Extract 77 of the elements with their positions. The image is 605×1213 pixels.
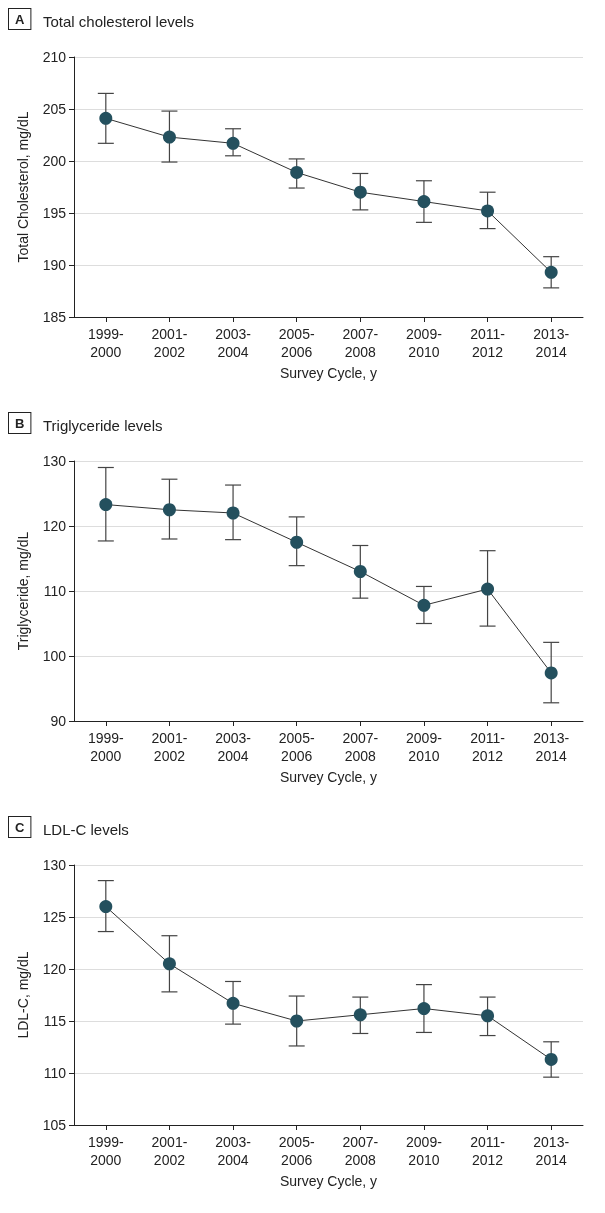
y-tick-label: 205 [42, 101, 67, 117]
x-tick-label: 2011-2012 [470, 326, 506, 360]
x-tick-label: 2013-2014 [533, 730, 570, 764]
point [99, 498, 113, 512]
y-tick-label: 130 [42, 453, 67, 469]
y-axis-title: Triglyceride, mg/dL [15, 531, 31, 651]
y-axis-title: Total Cholesterol, mg/dL [15, 111, 31, 263]
y-axis-title: LDL-C, mg/dL [15, 951, 31, 1039]
x-tick-label: 2003-2004 [215, 730, 252, 764]
chart-title: Triglyceride levels [43, 417, 163, 434]
point [99, 111, 113, 125]
x-tick-label: 1999-2000 [87, 326, 125, 360]
x-tick-label: 2005-2006 [278, 326, 315, 360]
point [544, 1052, 558, 1066]
point [290, 535, 304, 549]
point [481, 582, 495, 596]
point [290, 1014, 304, 1028]
x-tick-label: 2003-2004 [215, 1134, 252, 1168]
point [353, 565, 367, 578]
x-tick-label: 1999-2000 [87, 730, 125, 764]
text: A [15, 12, 25, 27]
point [162, 130, 176, 144]
y-tick-label: 105 [42, 1117, 67, 1133]
point [226, 506, 240, 520]
x-tick-label: 2005-2006 [278, 730, 315, 764]
text: B [15, 416, 25, 431]
x-tick-label: 2003-2004 [215, 326, 252, 360]
x-tick-label: 2007-2008 [342, 730, 379, 764]
point [226, 136, 240, 150]
x-tick-label: 2009-2010 [406, 730, 443, 764]
y-tick-label: 120 [42, 518, 67, 534]
x-tick-label: 2007-2008 [342, 1134, 379, 1168]
x-tick-label: 2005-2006 [278, 1134, 315, 1168]
y-tick-label: 130 [42, 857, 67, 873]
y-tick-label: 115 [43, 1013, 67, 1029]
x-tick-label: 2001-2002 [151, 1134, 188, 1168]
point [481, 1009, 495, 1023]
x-axis-title: Survey Cycle, y [279, 1172, 378, 1189]
y-tick-label: 120 [42, 961, 67, 977]
point [226, 996, 240, 1010]
point [353, 1008, 367, 1022]
x-tick-label: 2001-2002 [151, 326, 188, 360]
point [417, 598, 431, 612]
y-tick-label: 110 [43, 1065, 67, 1081]
point [481, 204, 495, 218]
point [162, 503, 176, 517]
x-tick-label: 2011-2012 [470, 730, 506, 764]
y-tick-label: 195 [42, 205, 67, 221]
x-axis-title: Survey Cycle, y [279, 768, 378, 785]
point [162, 957, 176, 971]
chart-title: LDL-C levels [43, 821, 129, 838]
point [417, 1002, 431, 1016]
y-tick-label: 125 [42, 909, 67, 925]
y-tick-label: 110 [43, 583, 67, 599]
text: C [15, 820, 25, 835]
x-tick-label: 2009-2010 [406, 1134, 443, 1168]
point [353, 185, 367, 199]
x-tick-label: 1999-2000 [87, 1134, 125, 1168]
y-tick-label: 100 [42, 648, 67, 664]
chart-title: Total cholesterol levels [43, 13, 194, 30]
point [544, 265, 558, 279]
y-tick-label: 90 [50, 713, 67, 729]
x-tick-label: 2001-2002 [151, 730, 188, 764]
y-tick-label: 200 [42, 153, 67, 169]
point [290, 165, 304, 179]
point [544, 666, 558, 680]
x-tick-label: 2013-2014 [533, 326, 570, 360]
y-tick-label: 210 [42, 49, 67, 65]
x-tick-label: 2013-2014 [533, 1134, 570, 1168]
y-tick-label: 185 [42, 309, 67, 325]
x-tick-label: 2007-2008 [342, 326, 379, 360]
x-tick-label: 2009-2010 [406, 326, 443, 360]
y-tick-label: 190 [42, 257, 67, 273]
point [99, 900, 113, 914]
x-tick-label: 2011-2012 [470, 1134, 506, 1168]
x-axis-title: Survey Cycle, y [279, 364, 378, 381]
point [417, 195, 431, 209]
